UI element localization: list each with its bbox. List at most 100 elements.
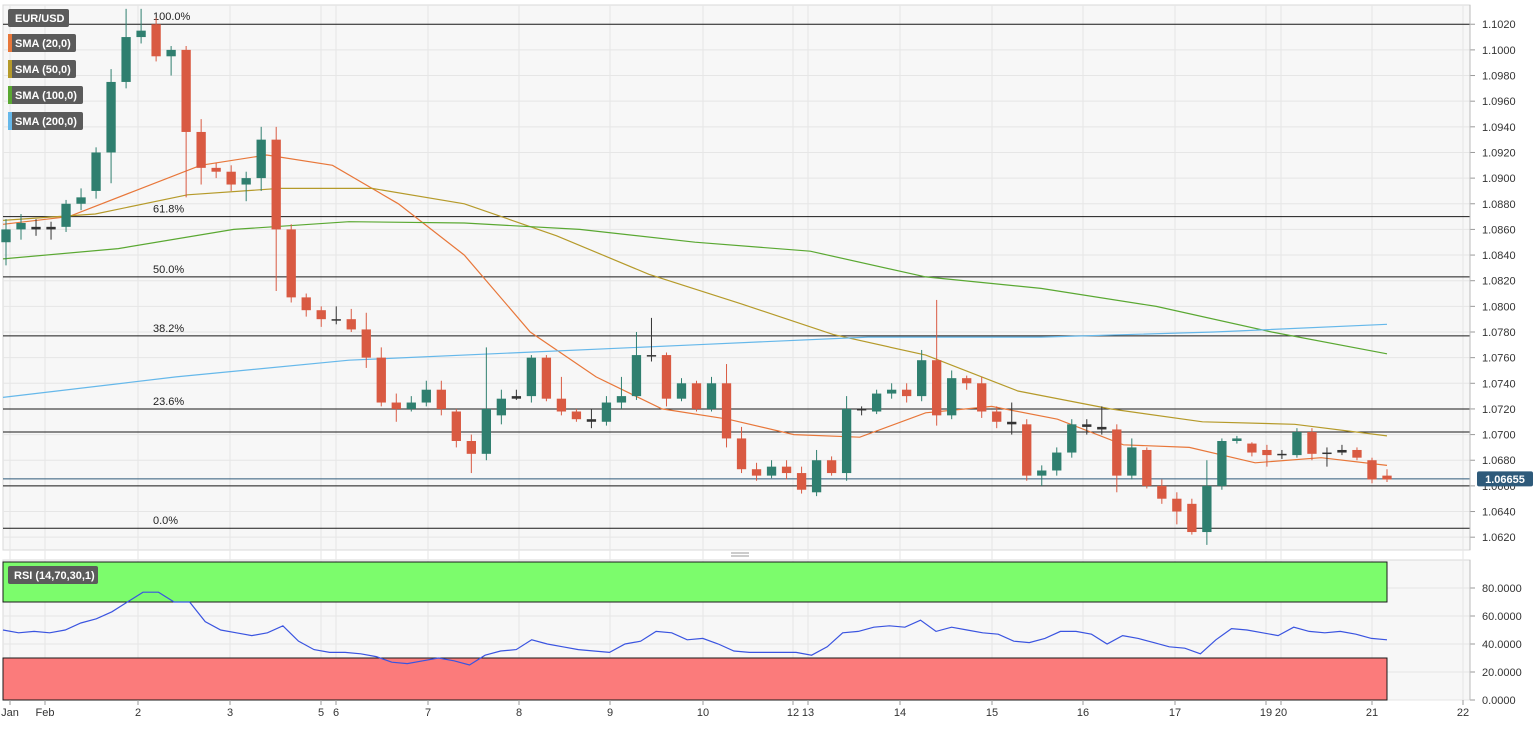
candle[interactable] [1172, 492, 1182, 525]
candle[interactable] [1307, 428, 1317, 461]
candle[interactable] [1187, 498, 1197, 535]
candle[interactable] [1277, 449, 1287, 459]
candle[interactable] [316, 306, 326, 327]
legend-sma-100[interactable]: SMA (100,0) [8, 86, 83, 104]
candle[interactable] [616, 376, 627, 409]
candle[interactable] [1232, 435, 1242, 444]
candle[interactable] [901, 383, 912, 403]
candle[interactable] [1202, 460, 1212, 545]
candle[interactable] [556, 376, 567, 416]
candle[interactable] [1022, 419, 1032, 481]
candle[interactable] [226, 165, 236, 191]
candle[interactable] [856, 406, 867, 416]
candle[interactable] [736, 426, 747, 474]
sma-line-2[interactable] [2, 187, 1388, 437]
candle[interactable] [631, 332, 642, 400]
candle[interactable] [1067, 419, 1077, 458]
candle[interactable] [136, 8, 146, 44]
candle[interactable] [1, 219, 11, 266]
candle[interactable] [256, 126, 266, 191]
candle[interactable] [646, 317, 657, 362]
rsi-legend[interactable]: RSI (14,70,30,1) [8, 566, 98, 584]
candle[interactable] [886, 383, 897, 399]
candle[interactable] [781, 460, 792, 480]
candle[interactable] [1352, 447, 1362, 461]
candle[interactable] [1217, 438, 1227, 490]
candle[interactable] [121, 8, 131, 89]
candle[interactable] [106, 69, 116, 184]
candle[interactable] [541, 355, 552, 402]
candle[interactable] [1112, 424, 1122, 493]
candle[interactable] [496, 389, 507, 425]
candle[interactable] [421, 380, 431, 407]
candle[interactable] [151, 17, 161, 62]
candle[interactable] [661, 352, 672, 407]
legend-sma-50[interactable]: SMA (50,0) [8, 60, 76, 78]
candle[interactable] [346, 308, 356, 332]
candle[interactable] [992, 406, 1002, 429]
candle[interactable] [1082, 419, 1092, 435]
candle[interactable] [211, 162, 221, 179]
candle[interactable] [481, 347, 492, 461]
candle[interactable] [181, 46, 191, 198]
candle[interactable] [376, 347, 386, 407]
candle[interactable] [196, 119, 206, 185]
candle[interactable] [962, 375, 972, 390]
legend-symbol[interactable]: EUR/USD [8, 9, 69, 27]
candle[interactable] [451, 408, 461, 448]
candle[interactable] [871, 389, 882, 415]
sma-line-1[interactable] [2, 154, 1388, 466]
candle[interactable] [511, 389, 522, 400]
candle[interactable] [721, 364, 732, 448]
price-plot-area[interactable] [2, 4, 1471, 551]
candle[interactable] [301, 293, 311, 317]
candle[interactable] [526, 355, 537, 403]
candle[interactable] [601, 396, 612, 426]
candle[interactable] [46, 221, 56, 240]
rsi-series[interactable] [2, 591, 1388, 666]
candle[interactable] [241, 171, 251, 202]
sma-line-3[interactable] [2, 221, 1388, 355]
candle[interactable] [331, 306, 341, 325]
candle[interactable] [391, 393, 401, 422]
candle[interactable] [466, 434, 476, 474]
candle[interactable] [796, 466, 807, 494]
candle[interactable] [1157, 479, 1167, 504]
candle[interactable] [271, 126, 281, 291]
candle[interactable] [1337, 444, 1347, 456]
candle[interactable] [1142, 447, 1152, 489]
candle[interactable] [436, 380, 446, 416]
sma-line-4[interactable] [2, 323, 1388, 398]
candle[interactable] [1292, 428, 1302, 458]
candle[interactable] [76, 188, 86, 211]
candle[interactable] [1262, 444, 1272, 467]
candle[interactable] [811, 449, 822, 497]
candle[interactable] [1247, 442, 1257, 457]
candle[interactable] [947, 370, 957, 420]
candle[interactable] [1367, 457, 1377, 484]
candle[interactable] [977, 376, 987, 418]
candle[interactable] [841, 396, 852, 481]
candle[interactable] [826, 456, 837, 476]
candle[interactable] [932, 299, 942, 426]
candle[interactable] [917, 349, 927, 402]
candle[interactable] [1382, 469, 1392, 483]
candle[interactable] [286, 224, 296, 303]
candle[interactable] [1097, 406, 1107, 435]
legend-sma-200[interactable]: SMA (200,0) [8, 112, 83, 130]
candle[interactable] [361, 312, 371, 368]
candle[interactable] [706, 376, 717, 412]
candle[interactable] [1007, 402, 1017, 435]
candle[interactable] [166, 46, 176, 76]
candle[interactable] [1052, 447, 1062, 476]
candle[interactable] [676, 378, 687, 402]
candle[interactable] [31, 219, 41, 236]
candle[interactable] [406, 396, 416, 412]
candle[interactable] [61, 199, 71, 232]
pane-resize-handle[interactable] [731, 552, 749, 557]
candle[interactable] [691, 380, 702, 412]
candle[interactable] [1037, 465, 1047, 486]
legend-sma-20[interactable]: SMA (20,0) [8, 34, 76, 52]
candle[interactable] [1322, 447, 1332, 467]
candle[interactable] [766, 460, 777, 479]
